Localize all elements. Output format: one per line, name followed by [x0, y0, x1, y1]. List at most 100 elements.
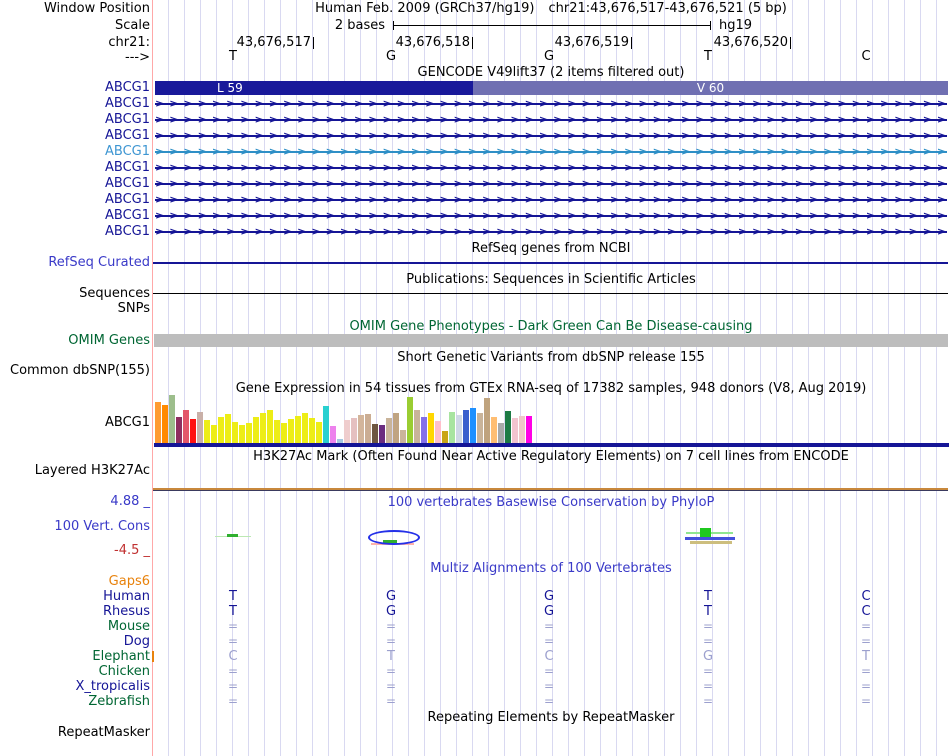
coordinate-label: 43,676,518	[395, 35, 470, 50]
conservation-track-title[interactable]: 100 vertebrates Basewise Conservation by…	[387, 495, 715, 510]
transcript-direction-arrows: >>>>>>>>>>>>>>>>>>>>>>>>>>>>>>>>>>>>>>>>…	[155, 145, 947, 158]
multiz-row-label-mouse[interactable]: Mouse	[107, 619, 150, 634]
multiz-row-label-dog[interactable]: Dog	[123, 634, 150, 649]
gencode-gene-label[interactable]: ABCG1	[104, 96, 150, 111]
gtex-bar	[365, 414, 371, 443]
alignment-cell: C	[861, 589, 871, 604]
transcript-intron-row[interactable]: >>>>>>>>>>>>>>>>>>>>>>>>>>>>>>>>>>>>>>>>…	[155, 176, 947, 192]
gencode-gene-label[interactable]: ABCG1	[104, 176, 150, 191]
alignment-cell: T	[387, 649, 395, 664]
multiz-track-title[interactable]: Multiz Alignments of 100 Vertebrates	[430, 561, 672, 576]
alignment-cell: =	[227, 664, 239, 678]
omim-track-title[interactable]: OMIM Gene Phenotypes - Dark Green Can Be…	[349, 319, 753, 334]
gtex-bar	[505, 411, 511, 443]
transcript-intron-row[interactable]: >>>>>>>>>>>>>>>>>>>>>>>>>>>>>>>>>>>>>>>>…	[155, 208, 947, 224]
multiz-row-label-human[interactable]: Human	[103, 589, 150, 604]
gencode-gene-label[interactable]: ABCG1	[104, 112, 150, 127]
gtex-bar	[449, 412, 455, 443]
h3k27ac-track-title[interactable]: H3K27Ac Mark (Often Found Near Active Re…	[253, 449, 849, 464]
multiz-row-label-rhesus[interactable]: Rhesus	[102, 604, 150, 619]
snps-label[interactable]: SNPs	[117, 301, 150, 316]
transcript-intron-row[interactable]: >>>>>>>>>>>>>>>>>>>>>>>>>>>>>>>>>>>>>>>>…	[155, 144, 947, 160]
gtex-bar	[162, 405, 168, 443]
coordinate-label: 43,676,517	[236, 35, 311, 50]
transcript-intron-row[interactable]: >>>>>>>>>>>>>>>>>>>>>>>>>>>>>>>>>>>>>>>>…	[155, 112, 947, 128]
gtex-bar	[281, 423, 287, 443]
publications-sequences-item[interactable]	[153, 293, 948, 294]
gtex-bar	[491, 417, 497, 443]
refseq-curated-item[interactable]	[153, 262, 948, 264]
multiz-row-label-chicken[interactable]: Chicken	[98, 664, 150, 679]
omim-gene-bar[interactable]	[154, 334, 948, 347]
alignment-cell: =	[385, 679, 397, 693]
alignment-cell: C	[861, 604, 871, 619]
gtex-bar	[519, 416, 525, 443]
gtex-gene-label[interactable]: ABCG1	[104, 415, 150, 430]
gtex-bar	[372, 424, 378, 443]
alignment-cell: =	[702, 634, 714, 648]
alignment-cell: =	[385, 634, 397, 648]
h3k27ac-label[interactable]: Layered H3K27Ac	[34, 463, 150, 478]
gtex-bar	[407, 397, 413, 443]
exon-box-l59[interactable]: L 59	[155, 81, 473, 95]
alignment-cell: G	[385, 604, 397, 619]
omim-genes-label[interactable]: OMIM Genes	[68, 333, 150, 348]
alignment-cell: =	[860, 679, 872, 693]
gencode-gene-label[interactable]: ABCG1	[104, 128, 150, 143]
gtex-bar	[218, 417, 224, 443]
conservation-mark	[685, 537, 735, 540]
common-dbsnp-label[interactable]: Common dbSNP(155)	[10, 363, 150, 378]
coordinate-tick	[790, 37, 791, 49]
alignment-cell: G	[702, 649, 714, 664]
gtex-bar	[155, 402, 161, 443]
multiz-row-label-x_tropicalis[interactable]: X_tropicalis	[75, 679, 151, 694]
conservation-mark	[690, 541, 732, 544]
base-letter: G	[385, 49, 397, 64]
gencode-gene-label[interactable]: ABCG1	[104, 144, 150, 159]
conservation-ellipse-mark	[368, 530, 420, 545]
dbsnp-track-title[interactable]: Short Genetic Variants from dbSNP releas…	[397, 350, 705, 365]
gtex-bar	[386, 418, 392, 443]
transcript-direction-arrows: >>>>>>>>>>>>>>>>>>>>>>>>>>>>>>>>>>>>>>>>…	[155, 113, 947, 126]
gencode-gene-label[interactable]: ABCG1	[104, 160, 150, 175]
gtex-bar	[323, 406, 329, 443]
assembly-title: Human Feb. 2009 (GRCh37/hg19)	[315, 1, 535, 16]
genome-label: hg19	[719, 18, 753, 33]
transcript-line	[155, 151, 947, 153]
multiz-row-label-gaps6[interactable]: Gaps6	[108, 574, 150, 589]
gencode-gene-label[interactable]: ABCG1	[104, 224, 150, 239]
gtex-bar	[190, 419, 196, 443]
refseq-track-title[interactable]: RefSeq genes from NCBI	[471, 241, 631, 256]
alignment-cell: =	[702, 679, 714, 693]
transcript-direction-arrows: >>>>>>>>>>>>>>>>>>>>>>>>>>>>>>>>>>>>>>>>…	[155, 225, 947, 238]
conservation-mark	[700, 528, 711, 539]
gtex-gene-model-bar	[154, 443, 949, 447]
refseq-curated-label[interactable]: RefSeq Curated	[48, 255, 150, 270]
gencode-gene-label[interactable]: ABCG1	[104, 80, 150, 95]
gtex-expression-barchart[interactable]	[155, 395, 532, 443]
conservation-label[interactable]: 100 Vert. Cons	[54, 519, 150, 534]
multiz-row-label-elephant[interactable]: Elephant	[92, 649, 150, 664]
base-letter: C	[861, 49, 871, 64]
transcript-intron-row[interactable]: >>>>>>>>>>>>>>>>>>>>>>>>>>>>>>>>>>>>>>>>…	[155, 192, 947, 208]
exon-box-v60[interactable]: V 60	[473, 81, 948, 95]
gencode-gene-label[interactable]: ABCG1	[104, 208, 150, 223]
gencode-track-title[interactable]: GENCODE V49lift37 (2 items filtered out)	[417, 65, 685, 80]
scale-bar	[393, 25, 711, 26]
transcript-intron-row[interactable]: >>>>>>>>>>>>>>>>>>>>>>>>>>>>>>>>>>>>>>>>…	[155, 224, 947, 240]
publications-track-title[interactable]: Publications: Sequences in Scientific Ar…	[406, 272, 696, 287]
alignment-cell: G	[543, 589, 555, 604]
alignment-cell: =	[860, 619, 872, 633]
transcript-intron-row[interactable]: >>>>>>>>>>>>>>>>>>>>>>>>>>>>>>>>>>>>>>>>…	[155, 128, 947, 144]
gtex-bar	[512, 418, 518, 443]
sequences-label[interactable]: Sequences	[79, 286, 150, 301]
repeatmasker-label[interactable]: RepeatMasker	[57, 725, 150, 740]
transcript-intron-row[interactable]: >>>>>>>>>>>>>>>>>>>>>>>>>>>>>>>>>>>>>>>>…	[155, 160, 947, 176]
gtex-track-title[interactable]: Gene Expression in 54 tissues from GTEx …	[235, 381, 867, 396]
gtex-bar	[316, 422, 322, 443]
repeatmasker-track-title[interactable]: Repeating Elements by RepeatMasker	[427, 710, 675, 725]
multiz-row-label-zebrafish[interactable]: Zebrafish	[88, 694, 150, 709]
transcript-intron-row[interactable]: >>>>>>>>>>>>>>>>>>>>>>>>>>>>>>>>>>>>>>>>…	[155, 96, 947, 112]
gencode-gene-label[interactable]: ABCG1	[104, 192, 150, 207]
